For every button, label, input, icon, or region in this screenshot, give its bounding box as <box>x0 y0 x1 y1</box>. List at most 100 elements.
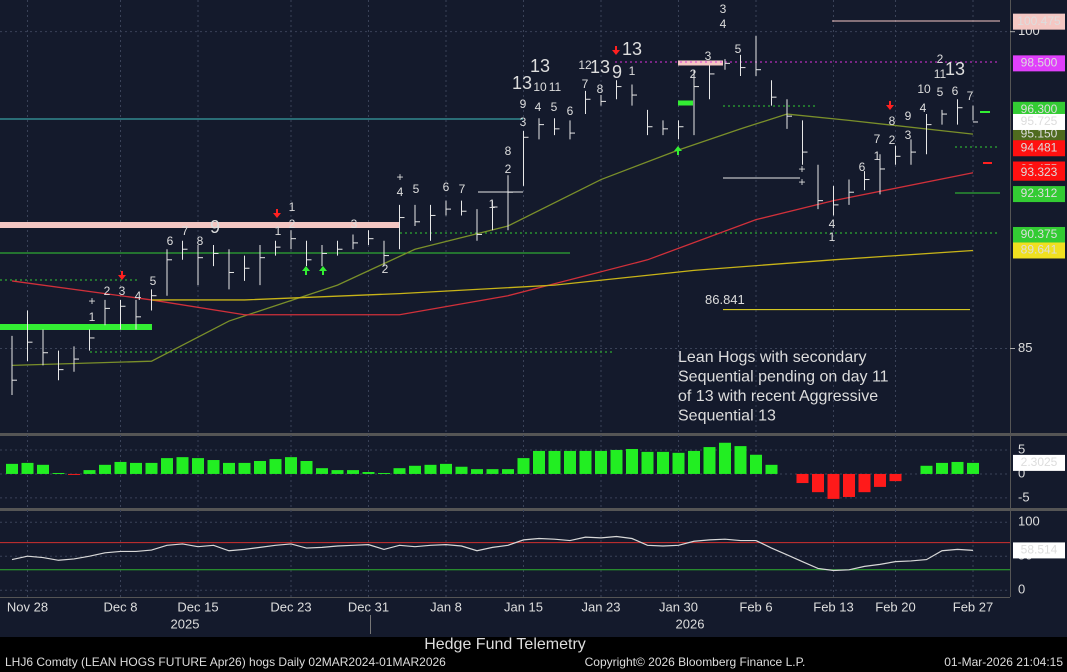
histogram-bar <box>424 464 437 474</box>
sequential-count: 9 <box>612 62 622 82</box>
histogram-bar <box>238 462 251 474</box>
moving-average <box>11 113 974 367</box>
histogram-bar <box>610 449 623 474</box>
sequential-count: 8 <box>889 114 896 128</box>
sequential-count: 9 <box>905 109 912 123</box>
histogram-bar <box>533 450 545 474</box>
footer-timestamp: 01-Mar-2026 21:04:15 <box>944 655 1063 669</box>
histogram-bar <box>827 473 840 499</box>
sequential-count: 2 <box>104 284 111 298</box>
y-tick-label: 5 <box>1018 441 1025 456</box>
histogram-bar <box>99 464 111 474</box>
histogram-bar <box>347 470 359 474</box>
signal-arrow <box>118 271 126 280</box>
last-price-label: 95.725 <box>1021 114 1058 128</box>
sequential-count: 13 <box>590 57 610 77</box>
histogram-bar <box>471 469 483 474</box>
histogram-bar <box>393 468 406 474</box>
histogram-bar <box>688 450 700 474</box>
histogram-bar <box>192 458 204 474</box>
sequential-count: 1 <box>289 200 296 214</box>
histogram-bar <box>564 450 576 474</box>
histogram-bar <box>843 473 855 497</box>
sequential-count: 10 <box>917 82 931 96</box>
histogram-bar <box>750 454 762 474</box>
sequential-count: + <box>798 175 805 189</box>
sequential-count: 2 <box>505 162 512 176</box>
sequential-count: 1 <box>89 310 96 324</box>
sequential-count: 7 <box>182 224 189 238</box>
sequential-count: 6 <box>167 234 174 248</box>
histogram-bar <box>378 472 390 474</box>
note-line: of 13 with recent Aggressive <box>678 388 878 405</box>
moving-average <box>151 249 974 301</box>
sequential-count: 5 <box>150 274 157 288</box>
last-value-box <box>1013 542 1065 559</box>
histogram-bar <box>114 461 127 474</box>
moving-average <box>11 172 974 316</box>
x-tick-label: Feb 20 <box>875 599 915 614</box>
last-value-label: 58.514 <box>1021 543 1058 557</box>
histogram-bar <box>657 451 669 474</box>
y-tick-label: 0 <box>1018 582 1025 597</box>
histogram-bar <box>285 457 297 474</box>
sequential-count: 5 <box>735 42 742 56</box>
price-label: 93.323 <box>1021 165 1058 179</box>
sequential-count: 1 <box>629 64 636 78</box>
footer-copyright: Copyright© 2026 Bloomberg Finance L.P. <box>585 655 806 669</box>
histogram-bar <box>145 462 158 474</box>
note-line: Sequential 13 <box>678 408 776 425</box>
sequential-count: 4 <box>720 17 727 31</box>
price-label-box <box>1013 140 1065 157</box>
histogram-bar <box>796 473 809 484</box>
histogram-bar <box>486 469 499 474</box>
x-tick-label: Jan 30 <box>659 599 698 614</box>
histogram-bar <box>409 465 421 474</box>
histogram-bar <box>362 472 375 474</box>
histogram-bar <box>83 470 96 474</box>
sequential-count: + <box>88 294 95 308</box>
sequential-count: 2 <box>690 67 697 81</box>
sequential-count: 10 <box>533 80 547 94</box>
signal-arrow <box>674 146 682 155</box>
price-label-box <box>1013 126 1065 143</box>
y-tick-label: 100 <box>1018 514 1040 529</box>
histogram-bar <box>920 465 933 474</box>
x-tick-label: Nov 28 <box>7 599 48 614</box>
level-label: 86.841 <box>705 292 745 307</box>
histogram-bar <box>455 466 468 474</box>
signal-arrow <box>319 266 327 275</box>
sequential-count: 13 <box>622 39 642 59</box>
histogram-bar <box>874 473 886 487</box>
signal-arrow <box>612 46 620 55</box>
histogram-bar <box>703 447 716 474</box>
x-tick-label: Dec 8 <box>104 599 138 614</box>
sequential-count: 3 <box>119 284 126 298</box>
price-label-box <box>1013 101 1065 118</box>
sequential-count: 6 <box>952 84 959 98</box>
histogram-bar <box>300 460 313 474</box>
signal-arrow <box>302 266 310 275</box>
sequential-count: 5 <box>413 182 420 196</box>
last-value-label: 2.3025 <box>1021 455 1058 469</box>
histogram-bar <box>548 450 561 474</box>
sequential-count: 1 <box>275 224 282 238</box>
histogram-bar <box>672 452 685 474</box>
x-tick-label: Feb 6 <box>739 599 772 614</box>
histogram-bar <box>858 473 871 493</box>
price-label-box <box>1013 164 1065 181</box>
sequential-count: 5 <box>937 85 944 99</box>
histogram-bar <box>967 462 979 474</box>
sequential-count: 5 <box>551 100 558 114</box>
footer-background <box>0 637 1067 672</box>
price-label: 94.481 <box>1021 140 1058 154</box>
note-line: Sequential pending on day 11 <box>678 369 889 386</box>
signal-arrow <box>886 101 894 110</box>
sequential-count: 11 <box>934 67 947 81</box>
histogram-bar <box>889 473 902 482</box>
sequential-count: + <box>396 170 403 184</box>
histogram-bar <box>316 468 328 474</box>
last-price-box <box>1013 113 1065 130</box>
histogram-bar <box>951 461 964 474</box>
